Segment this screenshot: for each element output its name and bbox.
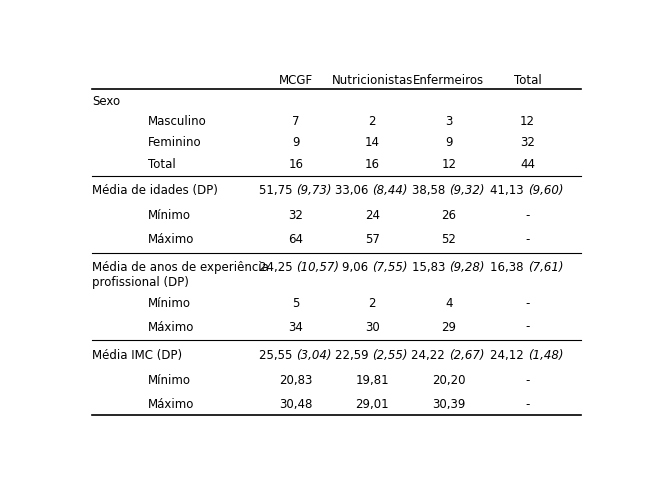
Text: 5: 5: [292, 297, 300, 310]
Text: 4: 4: [445, 297, 453, 310]
Text: -: -: [526, 297, 530, 310]
Text: Total: Total: [514, 74, 541, 87]
Text: (9,60): (9,60): [528, 185, 563, 197]
Text: 57: 57: [365, 233, 380, 246]
Text: (9,28): (9,28): [449, 261, 484, 274]
Text: -: -: [526, 374, 530, 387]
Text: 16: 16: [365, 158, 380, 171]
Text: 26: 26: [442, 209, 456, 222]
Text: (10,57): (10,57): [296, 261, 339, 274]
Text: -: -: [526, 321, 530, 334]
Text: Máximo: Máximo: [148, 398, 194, 411]
Text: Média de idades (DP): Média de idades (DP): [92, 185, 218, 197]
Text: Mínimo: Mínimo: [148, 297, 191, 310]
Text: 30: 30: [365, 321, 380, 334]
Text: 41,13: 41,13: [490, 185, 528, 197]
Text: 32: 32: [520, 137, 535, 150]
Text: Média IMC (DP): Média IMC (DP): [92, 349, 183, 362]
Text: 25,55: 25,55: [259, 349, 296, 362]
Text: 24,12: 24,12: [490, 349, 528, 362]
Text: 15,83: 15,83: [411, 261, 449, 274]
Text: -: -: [526, 233, 530, 246]
Text: 3: 3: [445, 115, 453, 128]
Text: Masculino: Masculino: [148, 115, 207, 128]
Text: 7: 7: [292, 115, 300, 128]
Text: Mínimo: Mínimo: [148, 374, 191, 387]
Text: 24,22: 24,22: [411, 349, 449, 362]
Text: 64: 64: [288, 233, 304, 246]
Text: (9,32): (9,32): [449, 185, 484, 197]
Text: -: -: [526, 398, 530, 411]
Text: (8,44): (8,44): [373, 185, 408, 197]
Text: 44: 44: [520, 158, 535, 171]
Text: 9,06: 9,06: [342, 261, 373, 274]
Text: (1,48): (1,48): [528, 349, 563, 362]
Text: profissional (DP): profissional (DP): [92, 276, 189, 289]
Text: 16,38: 16,38: [490, 261, 528, 274]
Text: (3,04): (3,04): [296, 349, 332, 362]
Text: 34: 34: [288, 321, 304, 334]
Text: Enfermeiros: Enfermeiros: [413, 74, 484, 87]
Text: Total: Total: [148, 158, 176, 171]
Text: 9: 9: [292, 137, 300, 150]
Text: 51,75: 51,75: [259, 185, 296, 197]
Text: 38,58: 38,58: [412, 185, 449, 197]
Text: Nutricionistas: Nutricionistas: [332, 74, 413, 87]
Text: 22,59: 22,59: [335, 349, 373, 362]
Text: 52: 52: [442, 233, 456, 246]
Text: 12: 12: [442, 158, 456, 171]
Text: Média de anos de experiência: Média de anos de experiência: [92, 261, 269, 274]
Text: 2: 2: [369, 297, 376, 310]
Text: 24: 24: [365, 209, 380, 222]
Text: 32: 32: [288, 209, 304, 222]
Text: 29,01: 29,01: [355, 398, 389, 411]
Text: 30,48: 30,48: [279, 398, 313, 411]
Text: (7,61): (7,61): [528, 261, 563, 274]
Text: 33,06: 33,06: [335, 185, 373, 197]
Text: Feminino: Feminino: [148, 137, 202, 150]
Text: 20,20: 20,20: [432, 374, 465, 387]
Text: Máximo: Máximo: [148, 321, 194, 334]
Text: Mínimo: Mínimo: [148, 209, 191, 222]
Text: (9,73): (9,73): [296, 185, 332, 197]
Text: (2,55): (2,55): [373, 349, 408, 362]
Text: 9: 9: [445, 137, 453, 150]
Text: (7,55): (7,55): [373, 261, 408, 274]
Text: MCGF: MCGF: [279, 74, 313, 87]
Text: -: -: [526, 209, 530, 222]
Text: 20,83: 20,83: [279, 374, 313, 387]
Text: 29: 29: [442, 321, 456, 334]
Text: Sexo: Sexo: [92, 95, 120, 108]
Text: 14: 14: [365, 137, 380, 150]
Text: 2: 2: [369, 115, 376, 128]
Text: Máximo: Máximo: [148, 233, 194, 246]
Text: 19,81: 19,81: [355, 374, 389, 387]
Text: 16: 16: [288, 158, 304, 171]
Text: 12: 12: [520, 115, 535, 128]
Text: (2,67): (2,67): [449, 349, 484, 362]
Text: 24,25: 24,25: [259, 261, 296, 274]
Text: 30,39: 30,39: [432, 398, 465, 411]
